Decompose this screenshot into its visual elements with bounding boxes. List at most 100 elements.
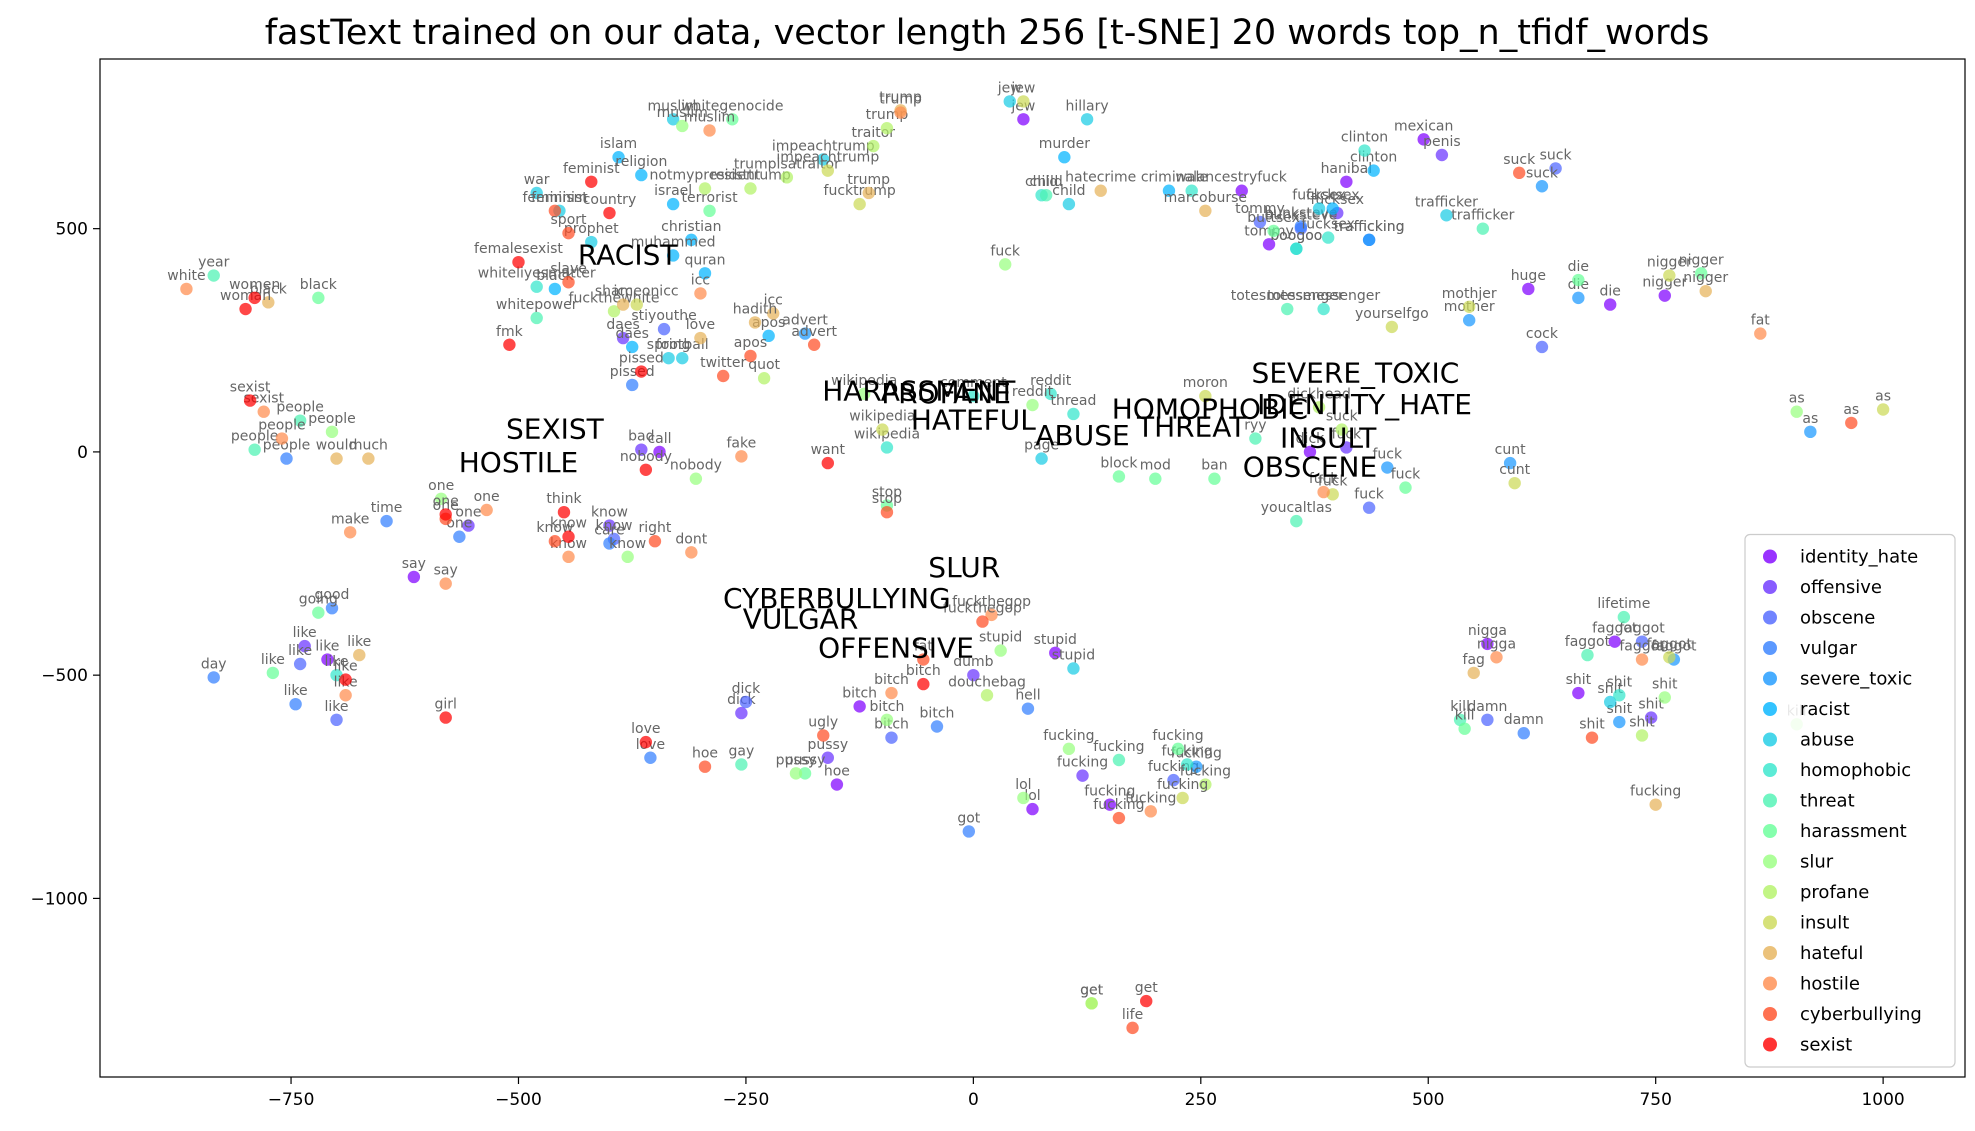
point-homophobic-9: [967, 389, 980, 403]
point-homophobic-7: [1317, 302, 1330, 316]
series-threat: traffickertotesmessengeryearpeoplepeople…: [198, 174, 1650, 771]
point-profane-1: [780, 171, 794, 184]
point-label-vulgar-5: one: [446, 516, 472, 532]
point-label-hateful-6: would: [316, 438, 358, 454]
legend-label-harassment: harassment: [1800, 821, 1907, 842]
point-obscene-4: [330, 713, 343, 727]
point-label-vulgar-12: bitch: [920, 706, 955, 722]
point-label-harassment-0: whitegenocide: [681, 98, 783, 114]
point-label-hateful-11: marcoburse: [1164, 190, 1247, 206]
point-label-insult-13: wikipedia: [849, 409, 915, 425]
centroid-label-8: THREAT: [1136, 410, 1247, 443]
point-vulgar-1: [280, 452, 293, 465]
point-label-abuse-4: war: [524, 172, 550, 188]
point-label-homophobic-7: totesmessenger: [1267, 288, 1380, 304]
point-label-hateful-0: trump: [879, 89, 922, 105]
point-abuse-7: [1312, 202, 1326, 215]
point-label-slur-12: lol: [1015, 777, 1031, 793]
point-label-insult-7: fucking: [1157, 777, 1208, 793]
point-label-identity_hate-8: nigga: [1468, 623, 1507, 639]
point-label-homophobic-11: like: [325, 654, 349, 670]
legend-marker-insult: [1763, 915, 1777, 930]
point-racist-3: [698, 267, 712, 280]
point-offensive-12: [1340, 441, 1353, 454]
legend-box: [1744, 533, 1956, 1068]
point-label-hostile-13: fuck: [1309, 471, 1339, 487]
legend-label-abuse: abuse: [1800, 730, 1854, 751]
point-vulgar-13: [1294, 220, 1308, 233]
point-identity_hate-14: [1049, 646, 1062, 660]
point-obscene-2: [1253, 215, 1267, 229]
point-homophobic-4: [1044, 387, 1057, 401]
point-insult-13: [876, 423, 889, 436]
point-label-offensive-10: dumb: [953, 654, 993, 670]
point-vulgar-9: [962, 825, 976, 838]
point-insult-7: [1176, 791, 1189, 805]
point-label-abuse-0: jew: [997, 80, 1022, 96]
point-label-cyberbullying-8: hoe: [692, 746, 718, 762]
point-vulgar-6: [603, 537, 616, 550]
x-tick-label-0: −750: [268, 1090, 315, 1110]
point-hostile-3: [343, 526, 357, 539]
point-homophobic-13: [1067, 407, 1080, 421]
point-label-homophobic-4: reddit: [1030, 373, 1072, 389]
point-racist-4: [666, 249, 680, 262]
legend-label-threat: threat: [1800, 791, 1855, 812]
point-label-threat-10: kill: [1450, 699, 1470, 715]
point-label-racist-9: fucksex: [1306, 188, 1360, 204]
legend-label-identity_hate: identity_hate: [1800, 547, 1918, 568]
point-label-harassment-15: going: [299, 592, 338, 608]
point-label-cyberbullying-7: right: [638, 520, 671, 536]
point-label-severe_toxic-2: cunt: [1495, 442, 1526, 458]
point-offensive-6: [616, 331, 630, 345]
point-homophobic-1: [1290, 242, 1303, 255]
point-cyberbullying-3: [716, 369, 730, 383]
y-tick-label-3: −1000: [30, 889, 88, 909]
legend-label-insult: insult: [1800, 913, 1849, 934]
point-offensive-3: [298, 639, 311, 653]
point-slur-6: [1026, 398, 1039, 412]
legend-marker-cyberbullying: [1763, 1007, 1777, 1021]
point-label-insult-9: yourselfgo: [1355, 306, 1429, 322]
point-label-homophobic-1: boogoo: [1270, 228, 1322, 244]
point-homophobic-8: [530, 280, 543, 293]
centroid-label-1: SEXIST: [506, 413, 605, 446]
centroid-label-15: VULGAR: [743, 602, 859, 635]
point-label-severe_toxic-3: as: [1802, 411, 1818, 427]
point-label-vulgar-2: like: [284, 683, 308, 699]
point-label-abuse-5: feminist: [531, 190, 588, 206]
point-identity_hate-18: [1303, 445, 1317, 459]
point-harassment-6: [312, 291, 325, 305]
point-label-sexist-0: femalesexist: [474, 241, 563, 257]
point-label-sexist-4: one: [433, 493, 459, 509]
centroid-label-10: SEVERE_TOXIC: [1252, 357, 1460, 390]
point-label-cyberbullying-14: life: [1122, 1007, 1143, 1023]
point-label-identity_hate-11: hoe: [824, 764, 850, 780]
point-label-abuse-7: fucksex: [1292, 188, 1346, 204]
point-label-hateful-3: icc: [764, 293, 783, 309]
series-slur: muslim people one know nobody wikipedia reddit…: [308, 105, 1807, 1010]
point-label-severe_toxic-1: trafficking: [1334, 219, 1405, 235]
point-identity_hate-1: [1417, 133, 1430, 146]
point-racist-5: [666, 197, 680, 211]
point-label-hateful-8: black: [250, 281, 288, 297]
point-hateful-7: [353, 648, 366, 662]
point-hostile-18: [885, 686, 898, 700]
legend-label-profane: profane: [1800, 882, 1869, 903]
centroid-label-4: PROFANE: [881, 377, 1011, 410]
point-racist-8: [1162, 184, 1176, 197]
point-insult-1: [821, 164, 835, 177]
point-sexist-12: [503, 338, 516, 351]
point-hostile-15: [1144, 805, 1157, 818]
point-hateful-2: [616, 298, 630, 311]
point-insult-8: [1462, 300, 1476, 314]
point-label-hateful-10: fag: [1463, 652, 1485, 668]
point-label-profane-6: dickhead: [1287, 386, 1351, 402]
point-label-obscene-6: know: [596, 518, 633, 534]
legend-label-homophobic: homophobic: [1800, 760, 1911, 781]
point-sexist-15: [917, 677, 930, 691]
point-harassment-4: [1208, 472, 1221, 485]
legend: identity_hate offensive obscene vulgar sever…: [1744, 533, 1956, 1068]
point-label-sexist-13: pissed: [619, 351, 664, 367]
point-label-obscene-8: dick: [732, 681, 761, 697]
